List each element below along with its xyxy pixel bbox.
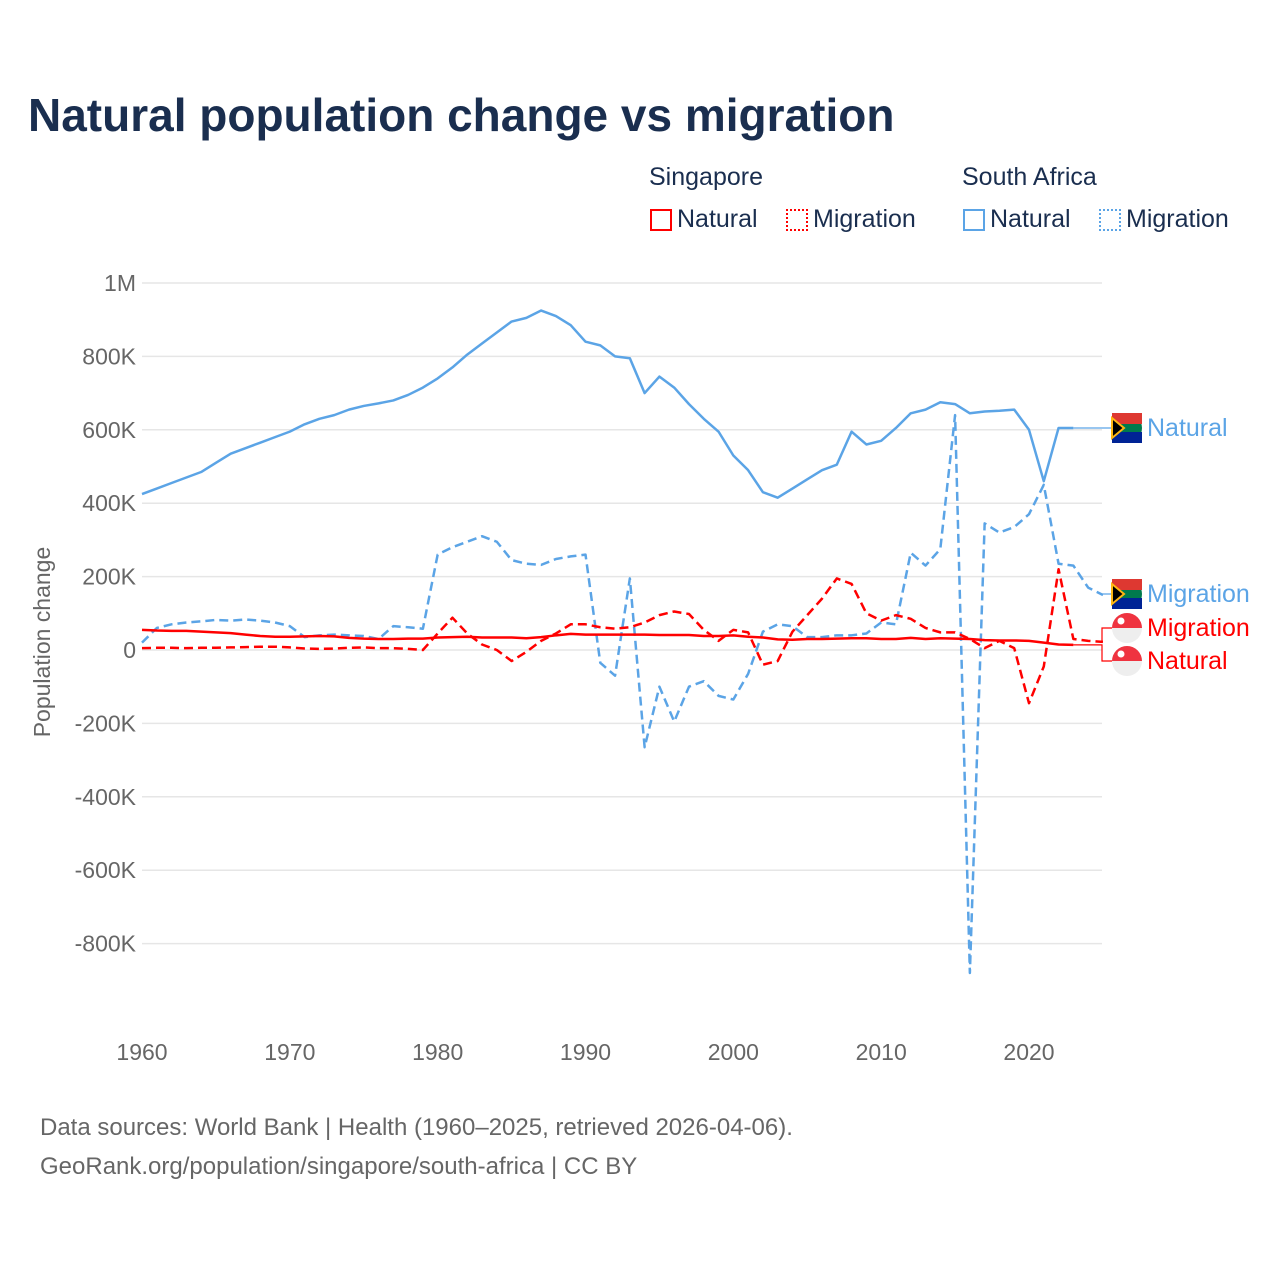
legend-sg-migration[interactable]: Migration [786,205,916,234]
series-line-sa_migration [141,413,1104,975]
y-tick-label: -800K [75,931,137,957]
legend-group-south-africa: South Africa [962,163,1097,191]
y-tick-label: 1M [104,270,136,296]
x-tick-label: 2020 [1003,1039,1054,1065]
legend-sa-natural[interactable]: Natural [963,205,1071,234]
chart-title: Natural population change vs migration [28,89,895,141]
legend-sg-natural[interactable]: Natural [650,205,758,234]
y-axis-label: Population change [29,547,55,738]
series-line-sg_natural [141,628,1074,647]
legend-swatch-dotted [786,208,808,231]
legend-label: Migration [1126,205,1229,233]
end-label-sg_natural: Natural [1147,647,1228,675]
source-note: Data sources: World Bank | Health (1960–… [40,1108,793,1186]
series-line-sa_natural [141,309,1074,499]
flag-triangle [1111,415,1126,441]
y-tick-label: 0 [123,637,136,663]
flag-blue [1112,432,1142,443]
y-tick-label: -400K [75,784,137,810]
south-africa-flag-icon [1111,579,1142,609]
legend-label: Natural [990,205,1071,233]
legend-label: Natural [677,205,758,233]
legend-swatch-solid [650,208,672,231]
source-link[interactable]: GeoRank.org/population/singapore/south-a… [40,1153,638,1180]
legend-label: Migration [813,205,916,233]
flag-crescent [1117,617,1125,625]
flag-triangle [1111,581,1126,607]
label-connector [1101,627,1112,643]
singapore-flag-icon [1112,613,1142,643]
y-tick-label: -600K [75,857,137,883]
label-connector [1101,593,1112,596]
south-africa-flag-icon [1111,413,1142,443]
end-label-sg_migration: Migration [1147,614,1250,642]
end-label-sa_natural: Natural [1147,414,1228,442]
label-connector [1073,644,1112,662]
singapore-flag-icon [1112,646,1142,676]
end-label-sa_migration: Migration [1147,580,1250,608]
flag-red [1112,646,1142,661]
y-tick-label: 600K [82,417,136,443]
flag-red [1112,413,1142,424]
x-tick-label: 1980 [412,1039,463,1065]
source-line: Data sources: World Bank | Health (1960–… [40,1114,793,1141]
flag-red [1112,579,1142,590]
legend-group-singapore: Singapore [649,163,763,191]
y-tick-label: 800K [82,343,136,369]
x-tick-label: 1960 [116,1039,167,1065]
x-tick-label: 1990 [560,1039,611,1065]
x-tick-label: 2000 [708,1039,759,1065]
x-tick-label: 1970 [264,1039,315,1065]
legend-swatch-dotted [1099,208,1121,231]
y-tick-label: 400K [82,490,136,516]
series-line-sg_migration [141,568,1104,705]
x-tick-label: 2010 [856,1039,907,1065]
legend-swatch-solid [963,208,985,231]
flag-crescent [1117,650,1125,658]
legend-sa-migration[interactable]: Migration [1099,205,1229,234]
y-tick-label: 200K [82,564,136,590]
flag-red [1112,613,1142,628]
flag-blue [1112,598,1142,609]
y-tick-label: -200K [75,710,137,736]
